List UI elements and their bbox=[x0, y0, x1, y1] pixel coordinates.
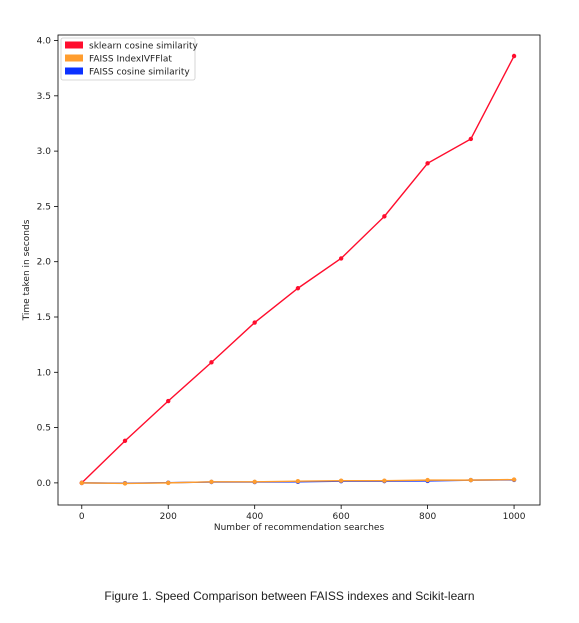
y-axis-label: Time taken in seconds bbox=[22, 219, 32, 321]
legend-label-faiss-ivfflat: FAISS IndexIVFFlat bbox=[89, 55, 172, 65]
y-tick-label: 4.0 bbox=[37, 37, 52, 47]
data-point-faiss-indexivfflat bbox=[166, 480, 171, 486]
legend-swatch-faiss-ivfflat bbox=[65, 54, 83, 62]
data-point-faiss-indexivfflat bbox=[122, 481, 128, 486]
data-point-faiss-indexivfflat bbox=[511, 477, 517, 482]
legend-label-sklearn: sklearn cosine similarity bbox=[89, 42, 199, 52]
data-point-sklearn-cosine-similarity bbox=[209, 360, 214, 365]
series-lines bbox=[79, 53, 517, 486]
legend-box bbox=[60, 37, 196, 81]
x-tick-label: 200 bbox=[160, 512, 177, 522]
y-tick-label: 3.0 bbox=[37, 147, 52, 157]
data-point-faiss-indexivfflat bbox=[338, 478, 344, 483]
data-point-sklearn-cosine-similarity bbox=[425, 161, 430, 166]
legend-swatch-faiss-cosine bbox=[65, 67, 83, 75]
data-point-sklearn-cosine-similarity bbox=[468, 136, 474, 142]
y-tick-label: 2.5 bbox=[37, 202, 51, 212]
figure-caption: Figure 1. Speed Comparison between FAISS… bbox=[104, 589, 475, 603]
data-point-sklearn-cosine-similarity bbox=[382, 214, 387, 219]
data-point-faiss-indexivfflat bbox=[295, 479, 301, 484]
y-tick-label: 1.5 bbox=[37, 313, 51, 323]
x-tick-label: 1000 bbox=[503, 512, 526, 522]
data-point-sklearn-cosine-similarity bbox=[252, 320, 257, 325]
axis-ticks: 0 200 400 600 800 1000 0.0 0.5 1.0 1.5 2.0 2.5 3.0 3.… bbox=[37, 37, 526, 522]
chart: 0 200 400 600 800 1000 0.0 0.5 1.0 1.5 2.0 2.5 3.0 3.… bbox=[22, 34, 541, 533]
x-tick-label: 400 bbox=[246, 512, 263, 522]
legend: sklearn cosine similarity FAISS IndexIVF… bbox=[60, 37, 199, 81]
x-tick-label: 0 bbox=[79, 512, 85, 522]
legend-swatch-sklearn bbox=[65, 41, 83, 49]
data-point-faiss-indexivfflat bbox=[252, 479, 257, 484]
y-tick-label: 1.0 bbox=[37, 368, 52, 378]
data-point-faiss-indexivfflat bbox=[209, 479, 214, 484]
data-point-sklearn-cosine-similarity bbox=[166, 398, 171, 404]
data-point-sklearn-cosine-similarity bbox=[338, 256, 344, 261]
data-point-sklearn-cosine-similarity bbox=[122, 438, 128, 444]
legend-label-faiss-cosine: FAISS cosine similarity bbox=[89, 68, 190, 78]
data-point-faiss-indexivfflat bbox=[425, 477, 430, 483]
data-point-sklearn-cosine-similarity bbox=[511, 53, 517, 59]
y-tick-label: 0.0 bbox=[37, 479, 52, 489]
y-tick-label: 2.0 bbox=[37, 258, 52, 268]
x-tick-label: 600 bbox=[333, 512, 350, 522]
y-tick-label: 0.5 bbox=[37, 424, 51, 434]
data-point-faiss-indexivfflat bbox=[468, 477, 474, 483]
plot-area bbox=[57, 34, 541, 506]
x-tick-label: 800 bbox=[419, 512, 436, 522]
data-point-faiss-indexivfflat bbox=[79, 480, 84, 486]
data-point-sklearn-cosine-similarity bbox=[295, 286, 301, 291]
y-tick-label: 3.5 bbox=[37, 92, 51, 102]
data-point-faiss-indexivfflat bbox=[382, 478, 387, 483]
x-axis-label: Number of recommendation searches bbox=[214, 523, 385, 533]
